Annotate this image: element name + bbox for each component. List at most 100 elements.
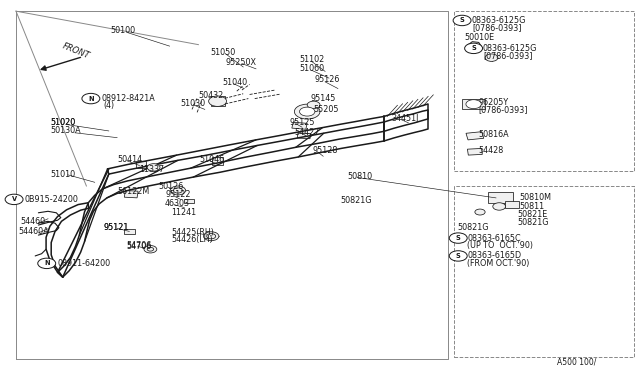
Bar	[124, 190, 138, 198]
Text: 11241: 11241	[172, 208, 196, 217]
Text: A500 100/: A500 100/	[557, 357, 596, 366]
Bar	[488, 192, 513, 203]
Circle shape	[147, 164, 160, 171]
Text: (4): (4)	[104, 101, 115, 110]
Text: 95128: 95128	[312, 146, 338, 155]
Circle shape	[204, 232, 219, 241]
Text: 50126: 50126	[159, 182, 184, 190]
Bar	[124, 229, 135, 234]
Circle shape	[307, 101, 320, 109]
Text: 54426(LH): 54426(LH)	[172, 235, 213, 244]
Text: 54706: 54706	[127, 241, 152, 250]
Text: 54428: 54428	[479, 146, 504, 155]
Text: 50821E: 50821E	[517, 210, 547, 219]
Bar	[136, 161, 146, 168]
Text: 51010: 51010	[50, 170, 75, 179]
Text: 0B915-24200: 0B915-24200	[24, 195, 78, 204]
Circle shape	[144, 246, 157, 253]
Text: 95145: 95145	[310, 94, 336, 103]
Text: 34451J: 34451J	[392, 114, 419, 123]
Circle shape	[300, 107, 315, 116]
Circle shape	[449, 251, 467, 261]
Text: S: S	[456, 253, 461, 259]
Text: 11337: 11337	[140, 165, 164, 174]
Text: 50821G: 50821G	[517, 218, 548, 227]
Text: 08363-6125G: 08363-6125G	[471, 16, 525, 25]
Text: 51040: 51040	[223, 78, 248, 87]
Bar	[463, 99, 485, 109]
Circle shape	[5, 194, 23, 205]
Text: 08363-6165D: 08363-6165D	[467, 251, 522, 260]
Text: 51020: 51020	[50, 118, 75, 127]
Text: 95121: 95121	[104, 223, 129, 232]
Text: 54460: 54460	[20, 217, 45, 226]
Text: 46303: 46303	[165, 199, 190, 208]
Circle shape	[209, 96, 227, 106]
Text: 55205: 55205	[314, 105, 339, 114]
Text: 51050: 51050	[210, 48, 235, 57]
Text: 51020: 51020	[50, 118, 75, 127]
Text: 54425(RH): 54425(RH)	[172, 228, 214, 237]
Text: 96205Y: 96205Y	[479, 98, 509, 107]
Bar	[184, 199, 194, 203]
Text: 08912-8421A: 08912-8421A	[101, 94, 155, 103]
Text: S: S	[471, 45, 476, 51]
Circle shape	[493, 203, 506, 210]
Text: 54460A: 54460A	[18, 227, 49, 236]
Text: V: V	[12, 196, 17, 202]
Text: 51102: 51102	[300, 55, 324, 64]
Bar	[211, 96, 225, 106]
Circle shape	[453, 15, 471, 26]
Circle shape	[465, 43, 483, 54]
Text: 50810M: 50810M	[520, 193, 552, 202]
Text: S: S	[456, 235, 461, 241]
Circle shape	[449, 233, 467, 243]
Text: 95122: 95122	[165, 190, 191, 199]
Text: 50432: 50432	[198, 92, 223, 100]
Text: 54427: 54427	[294, 128, 320, 137]
Circle shape	[475, 209, 485, 215]
Text: [0786-0393]: [0786-0393]	[479, 105, 528, 114]
Bar	[505, 201, 519, 208]
Text: 50816A: 50816A	[479, 130, 509, 139]
Bar	[292, 122, 307, 129]
Text: FRONT: FRONT	[61, 41, 91, 60]
Circle shape	[147, 247, 154, 251]
Text: 08363-6165C: 08363-6165C	[467, 234, 521, 243]
Circle shape	[207, 234, 216, 239]
Text: 95250X: 95250X	[225, 58, 256, 67]
Text: [0786-0393]: [0786-0393]	[472, 23, 522, 32]
Circle shape	[485, 54, 498, 61]
Text: N: N	[88, 96, 93, 102]
Text: 51046: 51046	[200, 155, 225, 164]
Text: 50100: 50100	[110, 26, 135, 35]
Text: [0786-0393]: [0786-0393]	[484, 51, 533, 60]
Circle shape	[294, 104, 320, 119]
Text: 50821G: 50821G	[340, 196, 372, 205]
Text: N: N	[44, 260, 49, 266]
Circle shape	[170, 186, 186, 195]
Text: 50821G: 50821G	[457, 223, 488, 232]
Text: 08363-6125G: 08363-6125G	[483, 44, 537, 53]
Text: 50414: 50414	[117, 155, 142, 164]
Text: (FROM OCT.'90): (FROM OCT.'90)	[467, 259, 529, 267]
Text: 50130A: 50130A	[50, 126, 81, 135]
Text: 56122M: 56122M	[117, 187, 149, 196]
Circle shape	[173, 188, 182, 193]
Bar	[297, 133, 311, 139]
Text: (UP TO  OCT.'90): (UP TO OCT.'90)	[467, 241, 533, 250]
Circle shape	[38, 258, 56, 269]
Text: 08911-64200: 08911-64200	[58, 259, 111, 268]
Text: 95121: 95121	[104, 223, 129, 232]
Text: 50010E: 50010E	[465, 33, 495, 42]
Text: 51030: 51030	[180, 99, 205, 108]
Bar	[466, 132, 484, 140]
Text: 50810: 50810	[348, 172, 372, 181]
Bar	[212, 157, 223, 165]
Text: 54706: 54706	[127, 242, 152, 251]
Circle shape	[466, 100, 481, 109]
Text: 95126: 95126	[315, 76, 340, 84]
Text: 95125: 95125	[289, 118, 315, 126]
Circle shape	[82, 93, 100, 104]
Text: 50811: 50811	[520, 202, 545, 211]
